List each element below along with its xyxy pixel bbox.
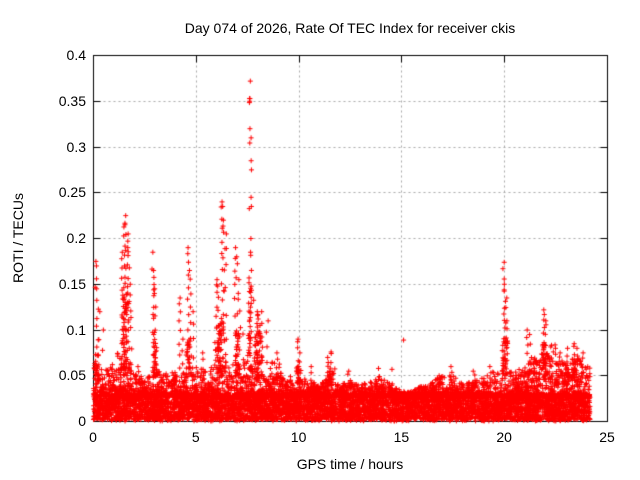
y-tick-label-0.4: 0.4 bbox=[66, 47, 86, 63]
y-tick-label-0.3: 0.3 bbox=[66, 138, 86, 155]
y-tick-label-0.2: 0.2 bbox=[66, 230, 86, 246]
y-axis-label: ROTI / TECUs bbox=[10, 193, 26, 283]
x-axis-label: GPS time / hours bbox=[296, 456, 404, 472]
x-tick-label-15: 15 bbox=[393, 429, 410, 445]
y-tick-label-0.25: 0.25 bbox=[58, 184, 86, 201]
y-tick-label-0.15: 0.15 bbox=[58, 275, 86, 292]
y-tick-label-0: 0 bbox=[78, 413, 86, 429]
x-tick-label-5: 5 bbox=[191, 429, 200, 445]
x-tick-label-10: 10 bbox=[290, 429, 307, 445]
y-tick-label-0.1: 0.1 bbox=[66, 321, 86, 338]
x-tick-label-25: 25 bbox=[599, 429, 615, 445]
y-tick-label-0.05: 0.05 bbox=[58, 367, 86, 384]
chart-title: Day 074 of 2026, Rate Of TEC Index for r… bbox=[184, 20, 516, 36]
x-tick-label-20: 20 bbox=[496, 429, 512, 445]
x-tick-label-0: 0 bbox=[89, 429, 97, 445]
y-tick-label-0.35: 0.35 bbox=[58, 92, 86, 109]
